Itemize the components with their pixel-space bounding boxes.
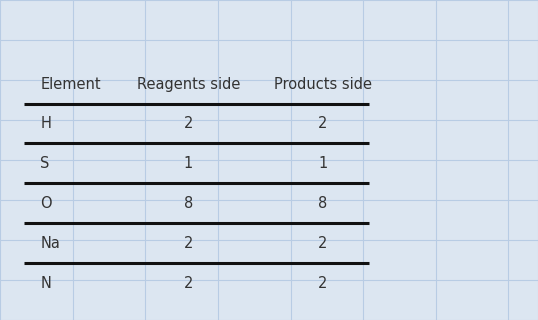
- Text: 2: 2: [318, 236, 328, 251]
- Text: 1: 1: [318, 156, 328, 171]
- Text: H: H: [40, 116, 51, 131]
- Text: Reagents side: Reagents side: [137, 77, 240, 92]
- Text: 8: 8: [318, 196, 328, 211]
- Text: 2: 2: [183, 276, 193, 291]
- Text: 1: 1: [183, 156, 193, 171]
- Text: O: O: [40, 196, 52, 211]
- Text: N: N: [40, 276, 51, 291]
- Text: 8: 8: [183, 196, 193, 211]
- Text: S: S: [40, 156, 49, 171]
- Text: Na: Na: [40, 236, 60, 251]
- Text: Element: Element: [40, 77, 101, 92]
- Text: 2: 2: [183, 116, 193, 131]
- Text: 2: 2: [318, 116, 328, 131]
- Text: Products side: Products side: [274, 77, 372, 92]
- Text: 2: 2: [183, 236, 193, 251]
- Text: 2: 2: [318, 276, 328, 291]
